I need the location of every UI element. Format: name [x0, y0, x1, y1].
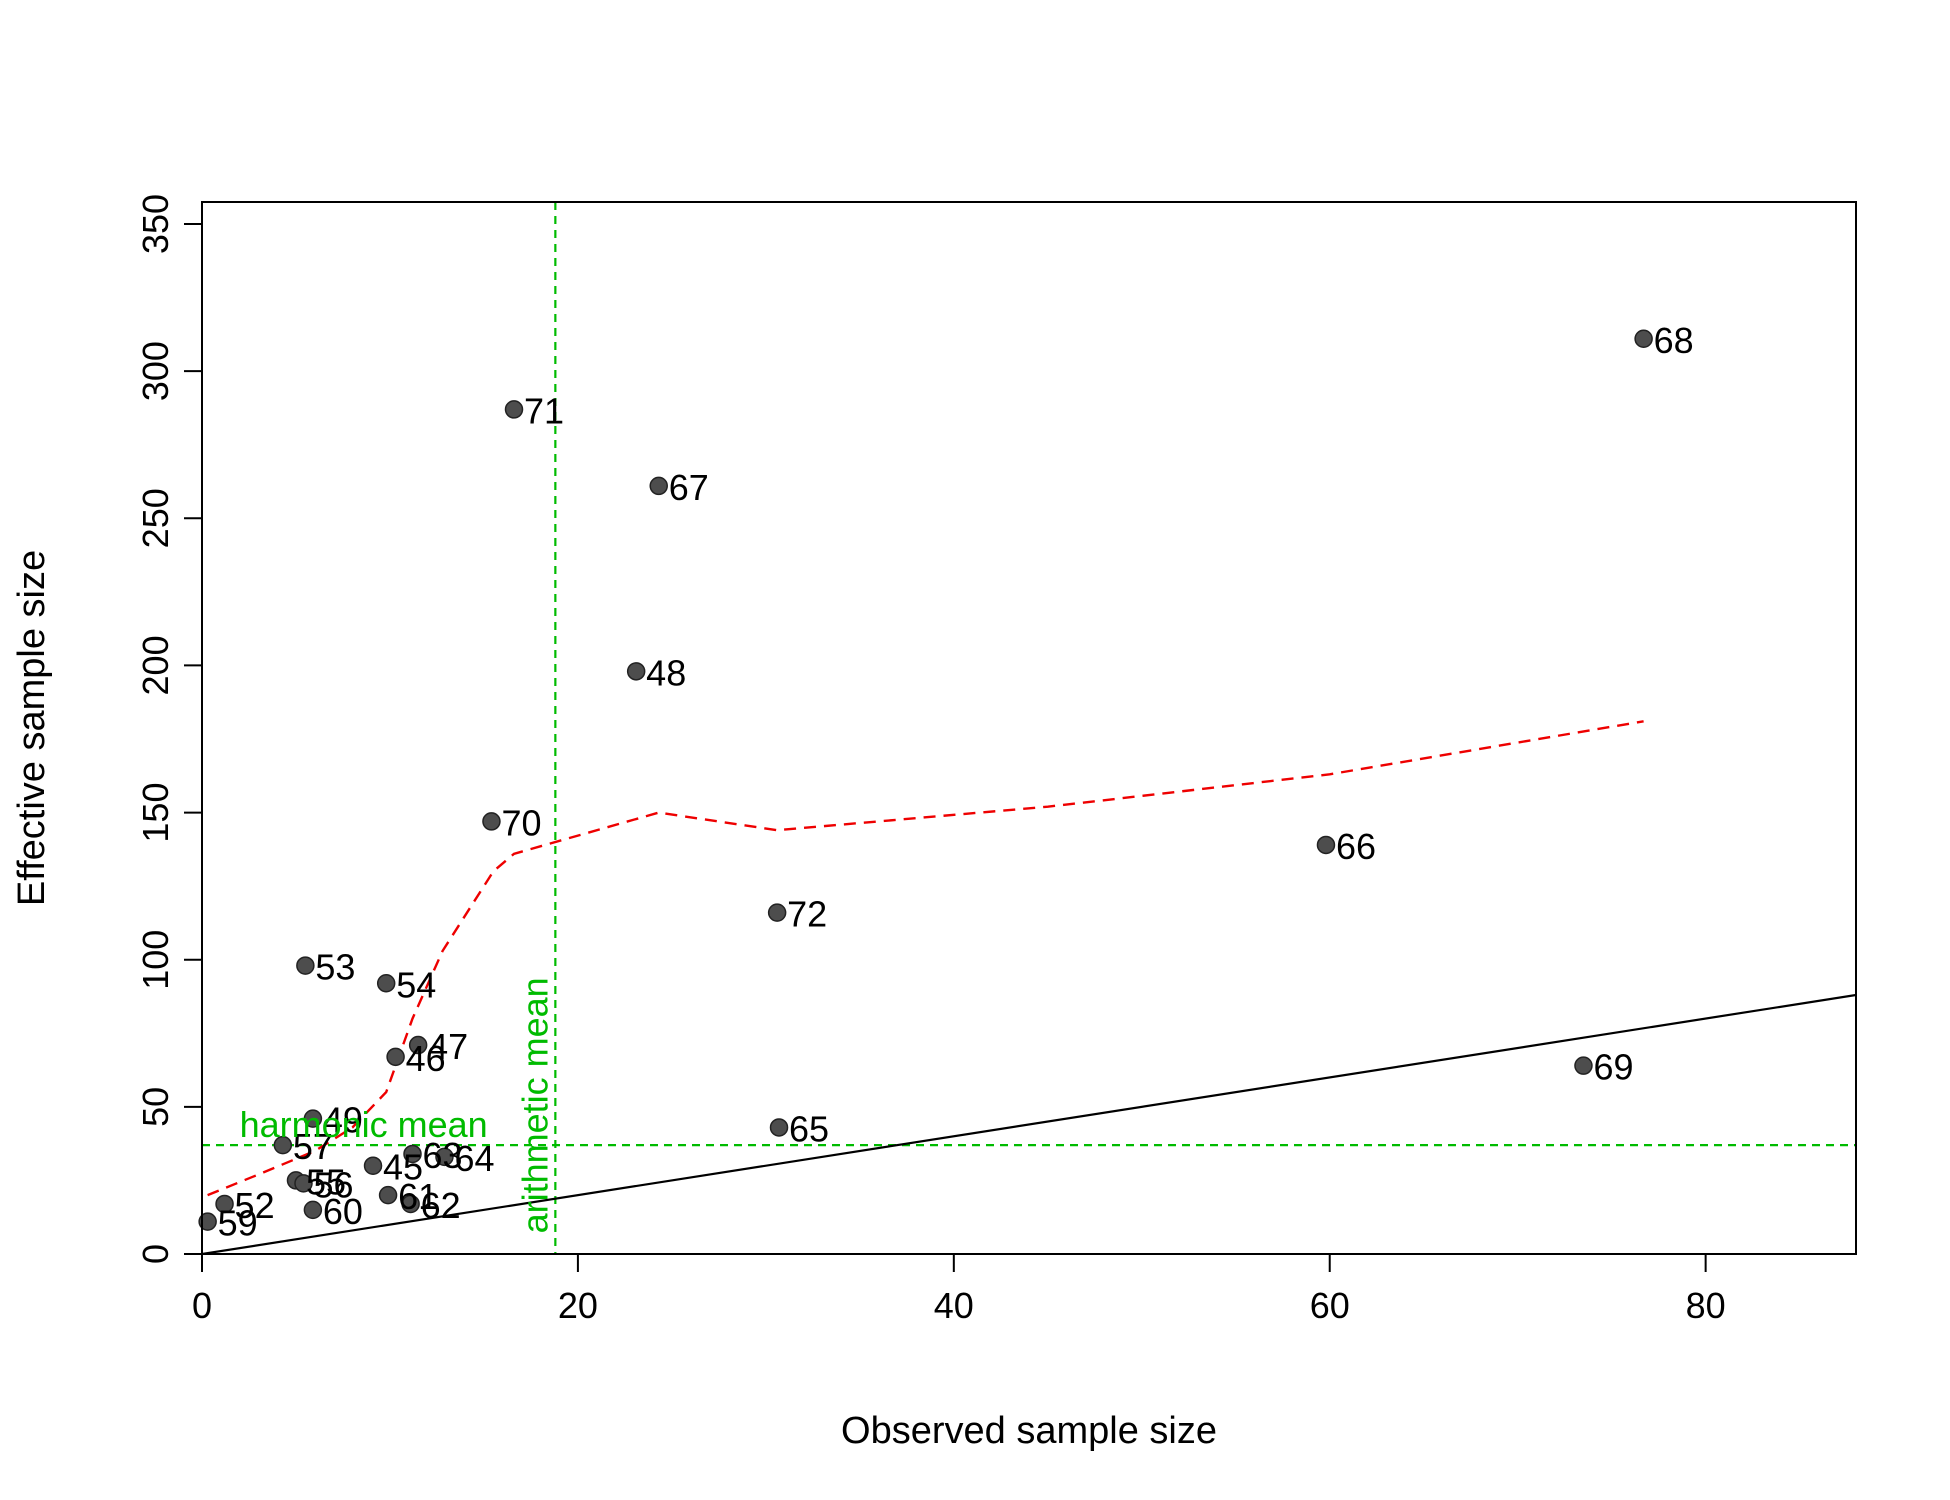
- point-label: 60: [323, 1191, 363, 1232]
- data-point: [1316, 835, 1336, 855]
- data-point: [649, 476, 668, 496]
- point-label: 45: [383, 1147, 423, 1188]
- x-axis: 0 20 40 60 80: [192, 1253, 1726, 1326]
- point-label: 61: [398, 1176, 438, 1217]
- data-point: [403, 1144, 422, 1164]
- data-point: [386, 1047, 405, 1067]
- data-point: [769, 1118, 789, 1137]
- point-label: 56: [313, 1164, 353, 1205]
- y-tick-label: 50: [135, 1087, 176, 1127]
- x-tick-label: 60: [1310, 1285, 1350, 1326]
- point-label: 55: [306, 1161, 346, 1202]
- data-point: [504, 400, 524, 419]
- identity-line: [202, 993, 1856, 1254]
- plot-area: [202, 202, 1856, 1254]
- data-point: [273, 1135, 293, 1155]
- data-point: [408, 1035, 428, 1055]
- x-axis-label: Observed sample size: [841, 1410, 1217, 1452]
- point-label: 59: [218, 1203, 258, 1244]
- data-point: [401, 1194, 420, 1214]
- arithmetic-mean-label: arithmetic mean: [514, 977, 555, 1233]
- point-label: 65: [789, 1108, 829, 1149]
- point-label: 57: [293, 1126, 333, 1167]
- smooth-line: [207, 720, 1644, 1197]
- point-label: 64: [454, 1138, 494, 1179]
- point-label: 46: [406, 1038, 446, 1079]
- data-point: [294, 1174, 313, 1193]
- x-tick-label: 20: [558, 1285, 598, 1326]
- data-point: [482, 812, 501, 831]
- point-label: 48: [646, 652, 686, 693]
- point-label: 69: [1593, 1047, 1633, 1088]
- data-point: [363, 1156, 383, 1175]
- point-label: 63: [423, 1135, 463, 1176]
- point-label: 62: [421, 1185, 461, 1226]
- data-point: [376, 974, 396, 993]
- data-point: [378, 1185, 398, 1205]
- data-point: [303, 1200, 323, 1220]
- data-point: [198, 1212, 217, 1231]
- x-tick-label: 40: [934, 1285, 974, 1326]
- data-point: [1574, 1056, 1593, 1075]
- y-tick-label: 200: [135, 635, 176, 695]
- y-axis-label: Effective sample size: [11, 550, 53, 906]
- data-point: [435, 1147, 454, 1167]
- x-tick-label: 80: [1686, 1285, 1726, 1326]
- point-label: 70: [501, 802, 541, 843]
- data-point: [215, 1194, 234, 1214]
- y-tick-label: 150: [135, 783, 176, 843]
- point-label: 72: [787, 894, 827, 935]
- data-point: [296, 956, 315, 975]
- point-label: 49: [323, 1100, 363, 1141]
- data-point: [1634, 329, 1653, 349]
- point-label: 68: [1654, 320, 1694, 361]
- point-label: 47: [428, 1026, 468, 1067]
- y-tick-label: 250: [135, 488, 176, 548]
- y-axis: 0 50 100 150 200 250 300 350: [135, 194, 203, 1264]
- y-tick-label: 100: [135, 930, 176, 990]
- y-tick-label: 300: [135, 341, 176, 401]
- point-label: 71: [524, 390, 564, 431]
- y-tick-label: 0: [135, 1244, 176, 1264]
- point-label: 54: [396, 964, 436, 1005]
- data-point: [626, 662, 646, 681]
- y-tick-label: 350: [135, 194, 176, 254]
- point-label: 52: [235, 1185, 275, 1226]
- data-point: [767, 903, 787, 922]
- point-label: 53: [315, 947, 355, 988]
- harmonic-mean-label: harmonic mean: [240, 1104, 488, 1145]
- point-label: 67: [669, 467, 709, 508]
- data-point: [303, 1109, 323, 1128]
- point-label: 66: [1336, 826, 1376, 867]
- x-tick-label: 0: [192, 1285, 212, 1326]
